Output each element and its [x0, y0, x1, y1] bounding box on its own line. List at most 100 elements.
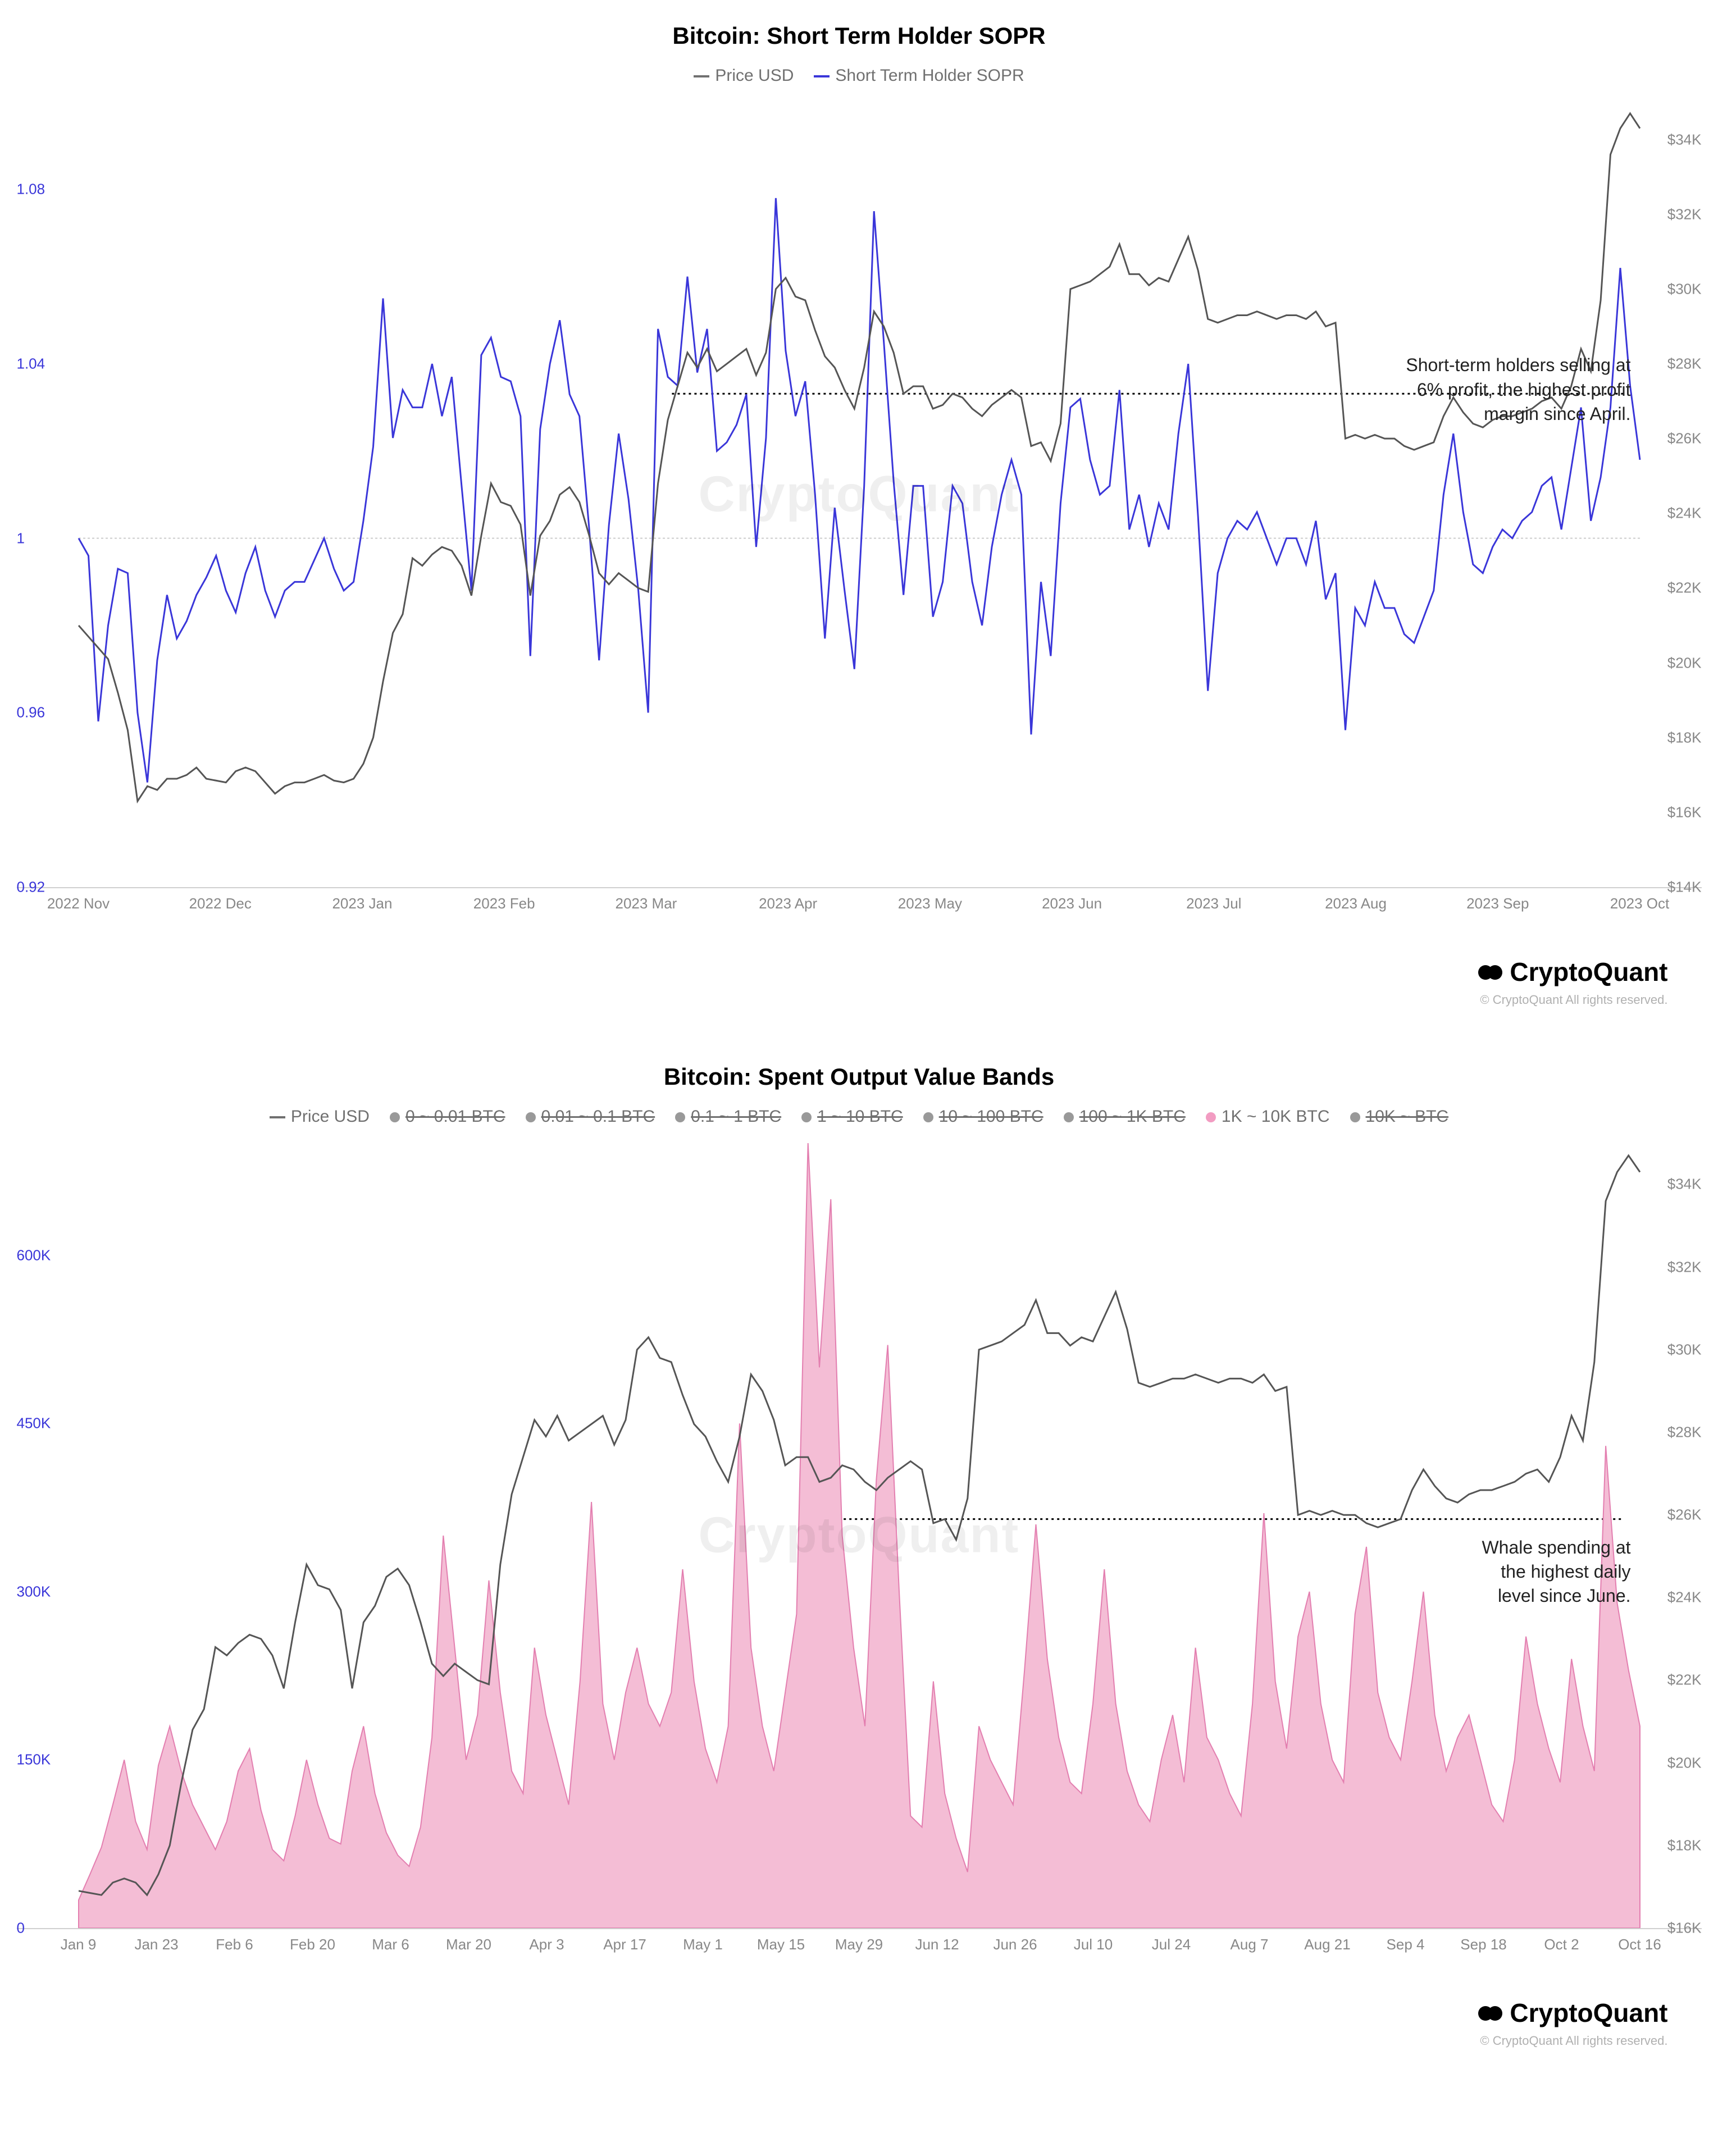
legend-marker-dot — [801, 1112, 812, 1122]
chart-title: Bitcoin: Short Term Holder SOPR — [17, 22, 1702, 49]
y-tick: 1.04 — [17, 355, 67, 373]
x-tick: 2023 Apr — [759, 895, 817, 912]
y-tick: $30K — [1651, 280, 1702, 298]
x-tick: 2023 Mar — [615, 895, 677, 912]
legend-item[interactable]: 1 ~ 10 BTC — [801, 1107, 903, 1126]
copyright: © CryptoQuant All rights reserved. — [17, 2034, 1668, 2048]
annotation-line: the highest daily — [1482, 1560, 1630, 1584]
x-tick: Jun 26 — [993, 1936, 1037, 1953]
y-tick: $32K — [1651, 205, 1702, 223]
legend-item[interactable]: 0.1 ~ 1 BTC — [675, 1107, 781, 1126]
x-tick: 2023 Feb — [473, 895, 535, 912]
y-tick: $28K — [1651, 1423, 1702, 1441]
legend-item[interactable]: 100 ~ 1K BTC — [1064, 1107, 1186, 1126]
legend-label: 10 ~ 100 BTC — [939, 1107, 1043, 1126]
legend-label: Price USD — [291, 1107, 370, 1126]
brand: CryptoQuant — [17, 1998, 1668, 2030]
chart2-footer: CryptoQuant © CryptoQuant All rights res… — [17, 1998, 1702, 2048]
legend-item[interactable]: 10 ~ 100 BTC — [923, 1107, 1043, 1126]
x-tick: Feb 6 — [216, 1936, 253, 1953]
legend-item[interactable]: Price USD — [694, 66, 794, 85]
legend-item[interactable]: 0.01 ~ 0.1 BTC — [526, 1107, 655, 1126]
x-tick: Jan 9 — [61, 1936, 97, 1953]
legend-label: Short Term Holder SOPR — [835, 66, 1024, 85]
x-tick: May 1 — [683, 1936, 723, 1953]
y-tick: $14K — [1651, 879, 1702, 896]
x-tick: 2023 Jun — [1042, 895, 1102, 912]
y-tick: $20K — [1651, 654, 1702, 672]
chart2-y-axis-left: 0150K300K450K600K — [17, 1143, 67, 1928]
x-tick: 2023 Jan — [332, 895, 392, 912]
brand-logo-icon — [1478, 2000, 1504, 2030]
chart-title: Bitcoin: Spent Output Value Bands — [17, 1063, 1702, 1090]
x-tick: Mar 6 — [372, 1936, 409, 1953]
y-tick: $28K — [1651, 355, 1702, 373]
x-tick: 2022 Nov — [47, 895, 110, 912]
x-tick: Sep 18 — [1460, 1936, 1506, 1953]
chart2-annotation: Whale spending atthe highest dailylevel … — [1482, 1536, 1630, 1609]
chart2-legend: Price USD 0 ~ 0.01 BTC 0.01 ~ 0.1 BTC 0.1 ~… — [17, 1107, 1702, 1126]
legend-marker-line — [694, 75, 709, 77]
y-tick: 450K — [17, 1415, 67, 1432]
price-line — [79, 113, 1640, 801]
legend-marker-line — [814, 75, 830, 77]
y-tick: $22K — [1651, 1671, 1702, 1689]
x-tick: Oct 2 — [1544, 1936, 1579, 1953]
copyright: © CryptoQuant All rights reserved. — [17, 993, 1668, 1007]
legend-item[interactable]: 1K ~ 10K BTC — [1206, 1107, 1330, 1126]
legend-label: 1K ~ 10K BTC — [1222, 1107, 1330, 1126]
y-tick: 0.92 — [17, 879, 67, 896]
annotation-line: 6% profit, the highest profit — [1406, 378, 1630, 402]
y-tick: $26K — [1651, 430, 1702, 447]
annotation-line: Short-term holders selling at — [1406, 353, 1630, 377]
y-tick: $18K — [1651, 729, 1702, 746]
y-tick: $34K — [1651, 1176, 1702, 1193]
legend-label: 0 ~ 0.01 BTC — [405, 1107, 505, 1126]
x-tick: 2023 Aug — [1325, 895, 1387, 912]
x-tick: Apr 3 — [529, 1936, 564, 1953]
chart-sopr: Bitcoin: Short Term Holder SOPR Price US… — [17, 22, 1702, 1007]
legend-marker-dot — [675, 1112, 685, 1122]
chart1-y-axis-right: $14K$16K$18K$20K$22K$24K$26K$28K$30K$32K… — [1651, 102, 1702, 887]
y-tick: 300K — [17, 1583, 67, 1600]
x-tick: 2023 May — [898, 895, 962, 912]
legend-item[interactable]: Short Term Holder SOPR — [814, 66, 1024, 85]
chart1-y-axis-left: 0.920.9611.041.08 — [17, 102, 67, 887]
x-tick: 2023 Oct — [1610, 895, 1670, 912]
legend-marker-dot — [1206, 1112, 1216, 1122]
legend-item[interactable]: Price USD — [270, 1107, 370, 1126]
chart1-legend: Price USD Short Term Holder SOPR — [17, 66, 1702, 85]
legend-marker-dot — [923, 1112, 933, 1122]
legend-label: 10K ~ BTC — [1366, 1107, 1449, 1126]
legend-item[interactable]: 10K ~ BTC — [1350, 1107, 1449, 1126]
chart1-annotation: Short-term holders selling at6% profit, … — [1406, 353, 1630, 426]
sopr-line — [79, 198, 1640, 783]
x-tick: Sep 4 — [1387, 1936, 1425, 1953]
chart1-x-axis: 2022 Nov 2022 Dec 2023 Jan 2023 Feb 2023 Mar… — [17, 895, 1702, 917]
legend-label: 100 ~ 1K BTC — [1079, 1107, 1186, 1126]
brand-text: CryptoQuant — [1510, 1998, 1667, 2027]
legend-marker-dot — [526, 1112, 536, 1122]
y-tick: 0 — [17, 1919, 67, 1936]
x-tick: Oct 16 — [1618, 1936, 1661, 1953]
y-tick: 1.08 — [17, 181, 67, 198]
x-tick: Jun 12 — [915, 1936, 959, 1953]
y-tick: $24K — [1651, 1589, 1702, 1606]
x-tick: Jul 10 — [1074, 1936, 1113, 1953]
x-tick: 2023 Jul — [1186, 895, 1241, 912]
y-tick: 150K — [17, 1751, 67, 1769]
legend-item[interactable]: 0 ~ 0.01 BTC — [390, 1107, 505, 1126]
chart1-footer: CryptoQuant © CryptoQuant All rights res… — [17, 957, 1702, 1007]
legend-label: 1 ~ 10 BTC — [817, 1107, 903, 1126]
legend-marker-dot — [390, 1112, 400, 1122]
chart2-svg — [17, 1143, 1702, 1928]
chart1-svg — [17, 102, 1702, 887]
legend-marker-line — [270, 1116, 285, 1118]
chart-sovb: Bitcoin: Spent Output Value Bands Price … — [17, 1063, 1702, 2048]
x-tick: 2022 Dec — [189, 895, 252, 912]
x-tick: Jan 23 — [134, 1936, 178, 1953]
x-tick: Aug 7 — [1231, 1936, 1269, 1953]
brand: CryptoQuant — [17, 957, 1668, 989]
y-tick: $34K — [1651, 131, 1702, 148]
brand-text: CryptoQuant — [1510, 957, 1667, 986]
